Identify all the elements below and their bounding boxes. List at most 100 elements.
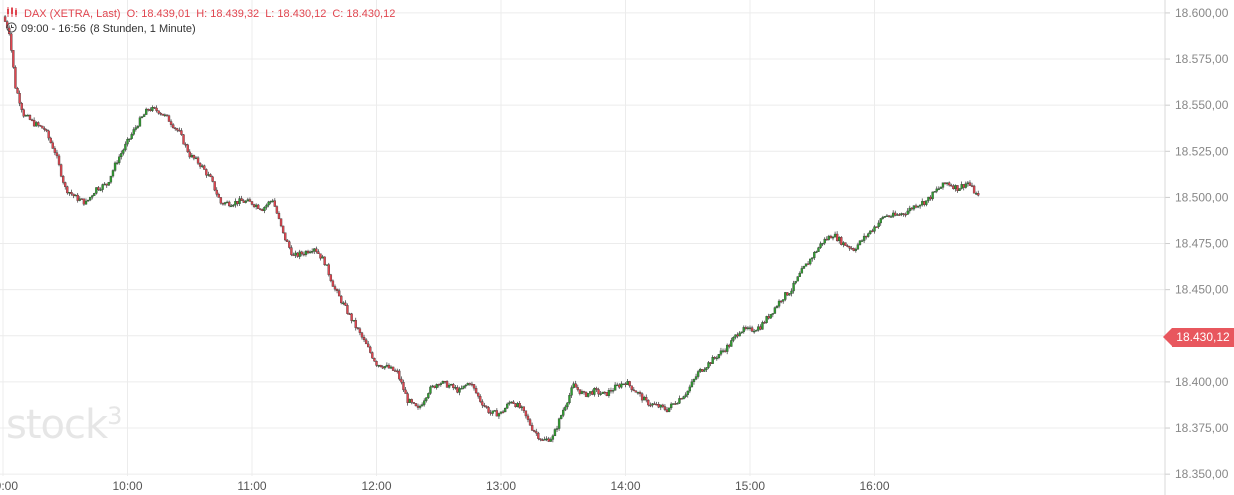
candle-body xyxy=(501,411,505,413)
candle xyxy=(342,301,345,306)
candle xyxy=(317,249,320,255)
candle xyxy=(244,199,247,204)
candle xyxy=(385,362,389,368)
candle-body xyxy=(933,191,936,193)
candle-body xyxy=(3,16,7,22)
candle-body xyxy=(487,407,490,413)
candle xyxy=(447,383,451,389)
candle xyxy=(597,387,600,397)
candle-body xyxy=(18,93,21,104)
candle-body xyxy=(176,128,179,131)
candle xyxy=(47,129,50,141)
candle xyxy=(923,200,926,207)
candle xyxy=(433,385,436,389)
candle xyxy=(661,403,665,409)
candle xyxy=(124,141,127,152)
candle xyxy=(198,162,202,169)
candle-body xyxy=(672,403,675,405)
candle-body xyxy=(792,282,795,292)
candle xyxy=(759,324,762,331)
candle xyxy=(763,320,766,324)
candle-body xyxy=(414,403,418,407)
candle xyxy=(290,245,293,257)
candle-body xyxy=(665,409,669,412)
candle xyxy=(779,299,783,304)
candle-body xyxy=(499,411,503,414)
candle-body xyxy=(481,401,484,406)
candle xyxy=(707,361,710,370)
candle xyxy=(875,226,878,228)
candle-body xyxy=(790,290,793,294)
candlestick-icon[interactable] xyxy=(6,6,18,21)
candle xyxy=(88,196,92,202)
candle-body xyxy=(454,387,457,389)
candle-body xyxy=(381,366,384,369)
candle-body xyxy=(811,257,814,260)
candle-body xyxy=(686,390,689,396)
candle xyxy=(294,250,297,259)
candle xyxy=(696,369,700,379)
candle-body xyxy=(819,243,822,248)
candle-body xyxy=(607,390,611,396)
y-tick-label: 18.600,00 xyxy=(1175,6,1229,20)
candle-body xyxy=(603,391,606,394)
candle xyxy=(126,137,129,147)
candle xyxy=(512,400,515,405)
candle-body xyxy=(271,200,274,202)
candle-body xyxy=(433,385,436,388)
candle-body xyxy=(101,184,104,190)
candle xyxy=(964,181,967,189)
candle-body xyxy=(680,398,683,400)
candle-body xyxy=(562,409,565,416)
candle-body xyxy=(437,384,440,386)
candle-body xyxy=(966,182,970,185)
candle-body xyxy=(952,185,955,190)
candle xyxy=(257,203,260,209)
candle xyxy=(84,198,88,205)
candle-body xyxy=(493,410,496,412)
candle-body xyxy=(773,307,777,314)
candle-body xyxy=(865,235,868,238)
candle xyxy=(149,107,152,112)
candle xyxy=(628,380,631,388)
candle xyxy=(900,212,903,217)
candle-body xyxy=(354,320,357,328)
candle-body xyxy=(246,199,250,202)
candle xyxy=(950,183,953,187)
candle xyxy=(78,196,81,202)
candle-body xyxy=(296,252,299,257)
candle xyxy=(686,390,689,398)
candle xyxy=(435,383,438,390)
candle xyxy=(153,106,156,110)
candle-body xyxy=(387,364,391,369)
candle-body xyxy=(408,399,411,403)
candle xyxy=(630,385,633,393)
candle xyxy=(151,105,154,112)
candle-body xyxy=(171,124,175,129)
candle-body xyxy=(174,127,177,130)
candle xyxy=(533,429,536,433)
candle xyxy=(669,402,673,410)
candle-body xyxy=(128,138,131,140)
candle xyxy=(580,389,584,395)
candle-body xyxy=(298,251,301,257)
candle xyxy=(962,184,965,191)
candle xyxy=(402,379,405,393)
candle xyxy=(545,436,548,442)
candle-body xyxy=(871,230,874,232)
candle xyxy=(584,391,588,398)
candle-body xyxy=(76,194,79,201)
candle xyxy=(321,254,324,259)
candle-body xyxy=(35,122,38,127)
candle xyxy=(757,324,760,332)
candle xyxy=(10,33,13,53)
candle-body xyxy=(429,386,432,394)
candle-body xyxy=(939,187,943,189)
candle xyxy=(925,200,928,207)
candle-body xyxy=(313,248,316,252)
candle xyxy=(37,121,40,128)
candle-body xyxy=(68,192,71,194)
candle-body xyxy=(699,369,702,372)
x-axis: 09:00 10:00 11:00 12:00 13:00 14:00 15:00 16:00 xyxy=(0,479,890,493)
candle-body xyxy=(611,390,615,392)
